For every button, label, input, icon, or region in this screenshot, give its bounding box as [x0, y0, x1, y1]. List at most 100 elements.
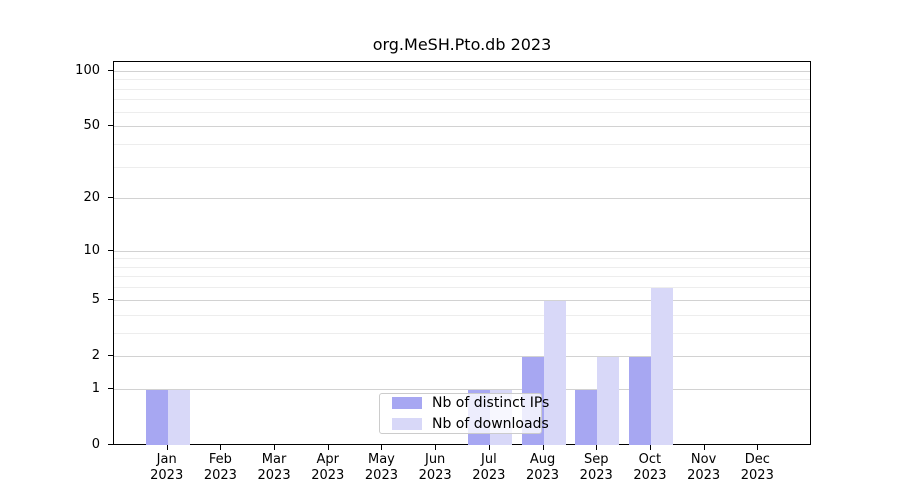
legend: Nb of distinct IPs Nb of downloads: [379, 393, 549, 434]
x-tick-label: Nov 2023: [672, 452, 736, 484]
x-tick-month: May: [368, 452, 395, 467]
x-tick-mark: [274, 445, 276, 450]
x-tick-label: Sep 2023: [564, 452, 628, 484]
x-tick-label: Jun 2023: [403, 452, 467, 484]
x-tick-mark: [166, 445, 168, 450]
x-tick-year: 2023: [472, 468, 506, 483]
x-tick-label: Jan 2023: [135, 452, 199, 484]
x-tick-year: 2023: [740, 468, 774, 483]
minor-gridline: [114, 266, 810, 268]
x-tick-mark: [435, 445, 437, 450]
bar-downloads: [597, 356, 620, 445]
x-tick-month: Dec: [744, 452, 770, 467]
minor-gridline: [114, 88, 810, 90]
y-tick-mark: [108, 125, 113, 127]
x-tick-month: Mar: [261, 452, 287, 467]
x-tick-label: Feb 2023: [188, 452, 252, 484]
y-tick-label: 2: [91, 347, 100, 363]
x-tick-year: 2023: [579, 468, 613, 483]
x-tick-year: 2023: [418, 468, 452, 483]
x-tick-month: Sep: [583, 452, 609, 467]
bar-distinct-ips: [145, 389, 168, 445]
minor-gridline: [114, 332, 810, 334]
x-tick-mark: [703, 445, 705, 450]
x-tick-label: Jul 2023: [457, 452, 521, 484]
minor-gridline: [114, 258, 810, 260]
bar-distinct-ips: [628, 356, 651, 445]
x-tick-mark: [757, 445, 759, 450]
legend-row: Nb of distinct IPs: [392, 395, 549, 411]
y-tick-mark: [108, 197, 113, 199]
x-tick-year: 2023: [525, 468, 560, 483]
bar-downloads: [167, 389, 190, 445]
x-tick-year: 2023: [364, 468, 398, 483]
major-gridline: [114, 250, 810, 252]
x-tick-month: Feb: [208, 452, 232, 467]
bar-downloads: [650, 288, 673, 445]
x-tick-month: Jan: [156, 452, 177, 467]
minor-gridline: [114, 99, 810, 101]
x-tick-month: Nov: [690, 452, 717, 467]
major-gridline: [114, 299, 810, 301]
x-tick-year: 2023: [150, 468, 184, 483]
y-tick-label: 100: [75, 62, 100, 78]
bar-downloads: [543, 300, 566, 445]
y-tick-mark: [108, 249, 113, 251]
x-tick-month: Aug: [529, 452, 556, 467]
x-tick-year: 2023: [311, 468, 345, 483]
x-tick-mark: [220, 445, 222, 450]
x-tick-mark: [327, 445, 329, 450]
major-gridline: [114, 70, 810, 72]
x-tick-mark: [488, 445, 490, 450]
x-tick-month: Oct: [638, 452, 662, 467]
x-tick-label: Aug 2023: [511, 452, 575, 484]
x-tick-month: Apr: [316, 452, 340, 467]
major-gridline: [114, 355, 810, 357]
x-tick-label: May 2023: [349, 452, 413, 484]
x-tick-year: 2023: [257, 468, 291, 483]
chart-title: org.MeSH.Pto.db 2023: [372, 35, 552, 54]
bar-distinct-ips: [575, 389, 598, 445]
legend-row: Nb of downloads: [392, 416, 549, 432]
minor-gridline: [114, 314, 810, 316]
minor-gridline: [114, 287, 810, 289]
y-tick-label: 1: [91, 380, 100, 396]
y-tick-label: 10: [83, 242, 100, 258]
x-tick-year: 2023: [633, 468, 667, 483]
y-tick-label: 20: [83, 190, 100, 206]
minor-gridline: [114, 111, 810, 113]
y-tick-label: 0: [91, 437, 100, 452]
x-tick-label: Apr 2023: [296, 452, 360, 484]
x-tick-year: 2023: [203, 468, 237, 483]
x-tick-label: Oct 2023: [618, 452, 682, 484]
x-tick-label: Mar 2023: [242, 452, 306, 484]
x-tick-mark: [542, 445, 544, 450]
y-tick-mark: [108, 298, 113, 300]
y-tick-label: 50: [83, 118, 100, 134]
x-tick-mark: [381, 445, 383, 450]
legend-swatch: [392, 397, 422, 409]
y-tick-mark: [108, 387, 113, 389]
x-tick-year: 2023: [687, 468, 721, 483]
major-gridline: [114, 126, 810, 128]
x-tick-mark: [596, 445, 598, 450]
major-gridline: [114, 388, 810, 390]
legend-swatch: [392, 418, 422, 430]
y-tick-mark: [108, 444, 113, 445]
legend-label: Nb of downloads: [432, 416, 549, 432]
minor-gridline: [114, 166, 810, 168]
y-tick-label: 5: [91, 291, 100, 307]
y-tick-mark: [108, 354, 113, 356]
x-tick-month: Jun: [424, 452, 446, 467]
minor-gridline: [114, 79, 810, 81]
x-tick-mark: [649, 445, 651, 450]
x-tick-month: Jul: [481, 452, 497, 467]
major-gridline: [114, 198, 810, 200]
minor-gridline: [114, 143, 810, 145]
minor-gridline: [114, 276, 810, 278]
legend-label: Nb of distinct IPs: [432, 395, 550, 411]
y-tick-mark: [108, 69, 113, 71]
x-tick-label: Dec 2023: [725, 452, 789, 484]
plot-area: [113, 61, 811, 445]
